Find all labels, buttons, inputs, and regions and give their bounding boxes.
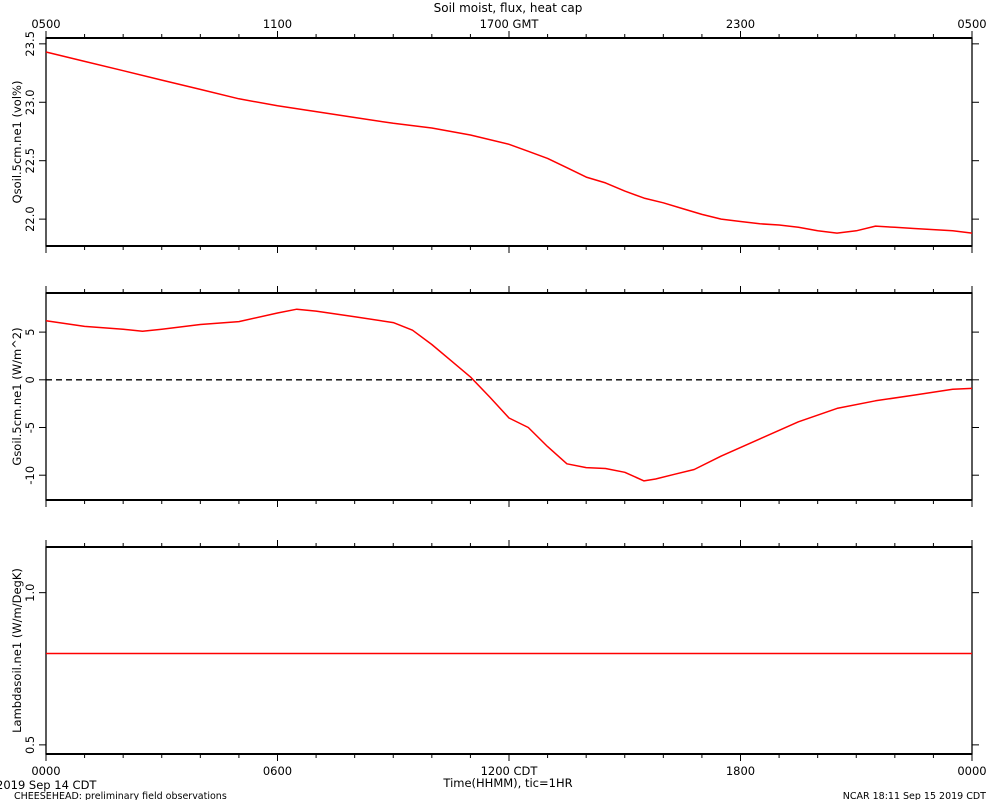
x-axis-label: Time(HHMM), tic=1HR bbox=[442, 776, 572, 790]
panel-frame bbox=[45, 546, 973, 755]
chart-title: Soil moist, flux, heat cap bbox=[434, 1, 583, 15]
panel-1: 22.0 22.5 23.0 23.5 Qsoil.5cm.ne1 (vol%) bbox=[10, 31, 979, 253]
bottom-x-tick-label: 0600 bbox=[263, 764, 292, 778]
y-tick-label: 1.0 bbox=[23, 584, 37, 602]
footer-right-note: NCAR 18:11 Sep 15 2019 CDT bbox=[843, 791, 986, 800]
y-tick-label: 5 bbox=[23, 328, 37, 335]
panel-frame bbox=[45, 37, 973, 247]
y-tick-label: -5 bbox=[23, 422, 37, 433]
y-tick-label: -10 bbox=[23, 466, 37, 485]
y-tick-label: 23.0 bbox=[23, 89, 37, 115]
y-tick-label: 0 bbox=[23, 376, 37, 383]
top-x-tick-label: 1700 GMT bbox=[480, 17, 540, 31]
panel-frame bbox=[45, 292, 973, 501]
y-axis-label: Lambdasoil.ne1 (W/m/DegK) bbox=[10, 568, 24, 733]
top-x-tick-label: 1100 bbox=[263, 17, 292, 31]
date-label: 2019 Sep 14 CDT bbox=[0, 778, 97, 792]
top-x-tick-label: 0500 bbox=[957, 17, 986, 31]
y-tick-label: 22.0 bbox=[23, 206, 37, 232]
y-tick-label: 0.5 bbox=[23, 736, 37, 754]
bottom-x-tick-label: 0000 bbox=[957, 764, 986, 778]
series-line bbox=[45, 308, 973, 482]
y-axis-label: Qsoil.5cm.ne1 (vol%) bbox=[10, 81, 24, 204]
bottom-x-tick-label: 1200 CDT bbox=[481, 764, 539, 778]
top-x-tick-label: 0500 bbox=[31, 17, 60, 31]
y-tick-label: 22.5 bbox=[23, 148, 37, 174]
top-x-tick-label: 2300 bbox=[726, 17, 755, 31]
series-line bbox=[45, 51, 973, 234]
footer-left-note: CHEESEHEAD: preliminary field observatio… bbox=[14, 791, 227, 800]
bottom-x-tick-label: 0000 bbox=[31, 764, 60, 778]
y-tick-label: 23.5 bbox=[23, 31, 37, 57]
y-axis-label: Gsoil.5cm.ne1 (W/m^2) bbox=[10, 327, 24, 465]
bottom-x-tick-label: 1800 bbox=[726, 764, 755, 778]
